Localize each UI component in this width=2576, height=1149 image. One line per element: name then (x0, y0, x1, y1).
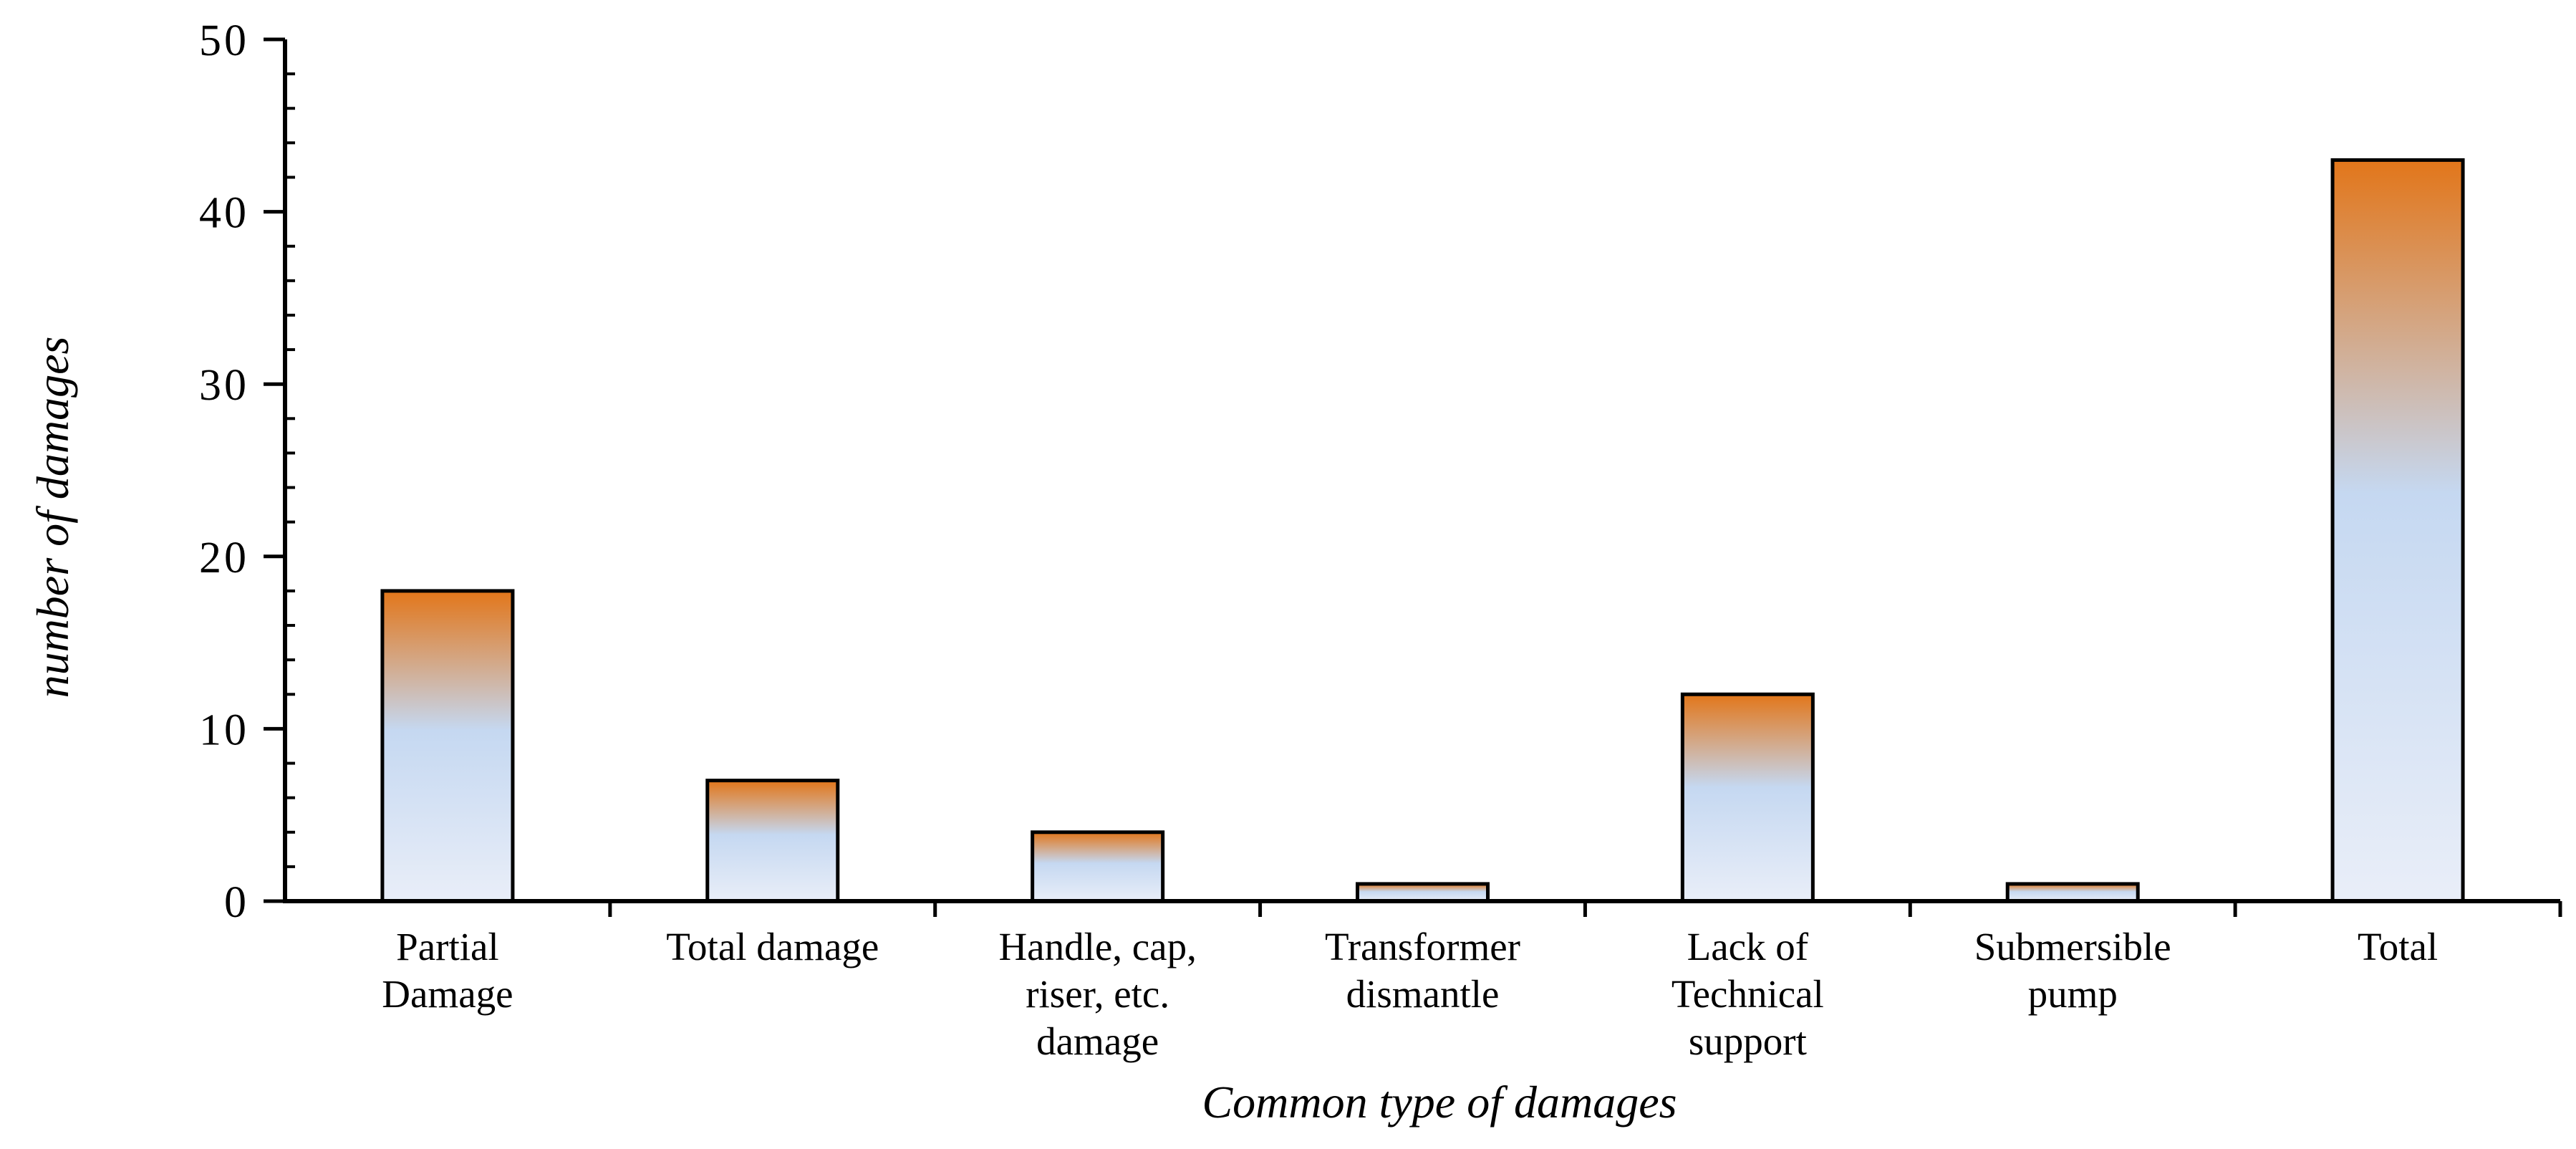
labels: 0 10 20 30 40 50 Partial Damage Total damage Hand… (199, 16, 2438, 1063)
bar-6 (2330, 158, 2465, 903)
axes (264, 37, 2562, 917)
y-tick-label: 40 (199, 189, 249, 238)
x-tick-label: Lack of Technical support (1671, 925, 1824, 1063)
y-tick-label: 50 (199, 16, 249, 65)
x-tick-label: Handle, cap, riser, etc. damage (998, 925, 1196, 1063)
x-tick-label: Total damage (666, 925, 879, 968)
bar-5 (2005, 882, 2140, 903)
bar-4 (1680, 692, 1815, 903)
y-tick-label: 30 (199, 361, 249, 410)
y-tick-label: 10 (199, 706, 249, 754)
bar-3 (1356, 882, 1490, 903)
y-axis-title: number of damages (27, 337, 78, 698)
bar-1 (705, 779, 840, 903)
x-tick-label: Transformer dismantle (1325, 925, 1520, 1016)
x-axis-title: Common type of damages (1202, 1077, 1677, 1128)
x-tick-label: Partial Damage (382, 925, 513, 1016)
y-tick-label: 0 (224, 878, 249, 927)
bar-0 (380, 589, 515, 903)
x-tick-label: Submersible pump (1974, 925, 2171, 1016)
y-tick-label: 20 (199, 534, 249, 582)
x-tick-label: Total (2358, 925, 2438, 968)
bars (380, 158, 2465, 903)
bar-2 (1031, 830, 1165, 903)
